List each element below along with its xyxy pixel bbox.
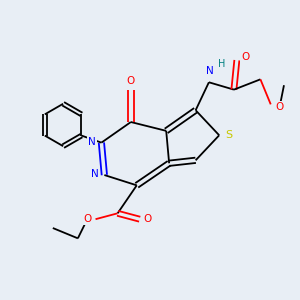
Text: O: O [275,102,284,112]
Text: N: N [88,137,96,147]
Text: O: O [144,214,152,224]
Text: O: O [241,52,249,62]
Text: H: H [218,59,226,69]
Text: S: S [225,130,232,140]
Text: N: N [206,66,214,76]
Text: N: N [91,169,99,179]
Text: O: O [83,214,92,224]
Text: O: O [127,76,135,86]
